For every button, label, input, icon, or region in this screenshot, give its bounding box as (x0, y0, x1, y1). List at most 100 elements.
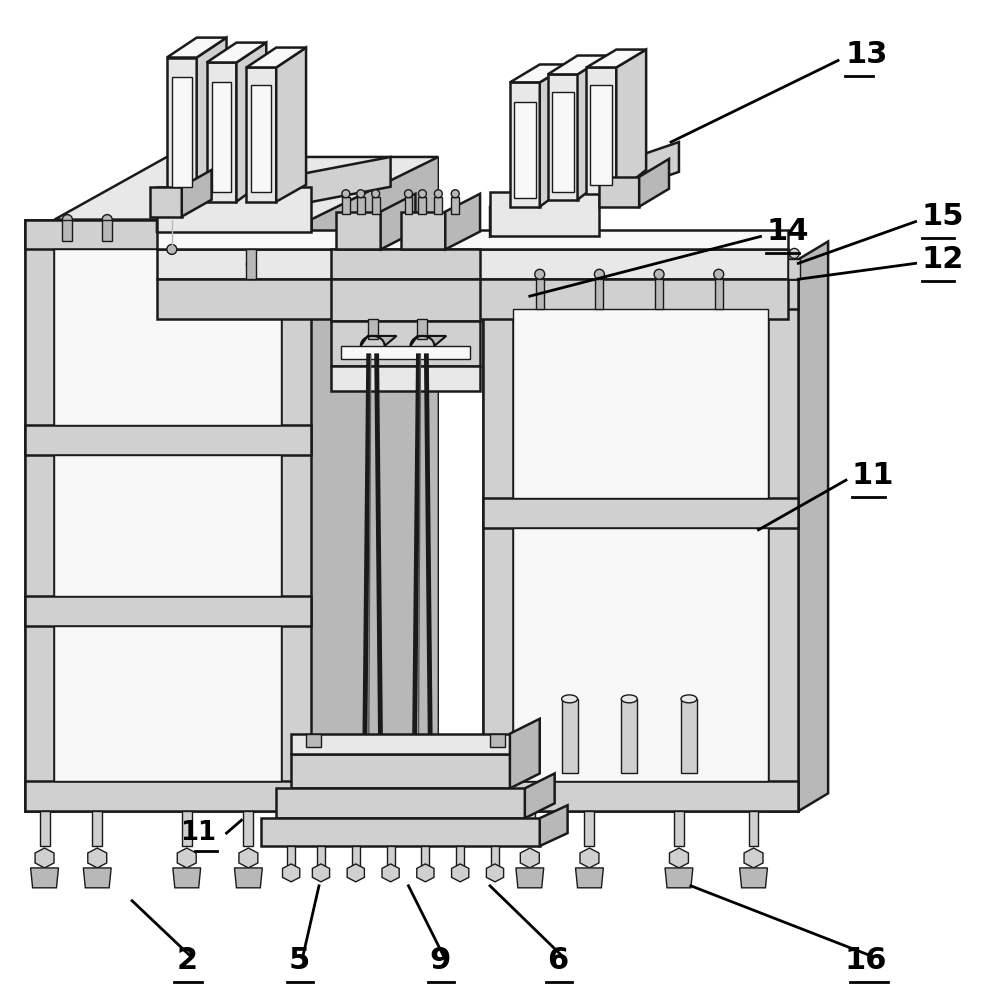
Text: 14: 14 (766, 217, 809, 246)
Polygon shape (510, 82, 539, 207)
Text: 11: 11 (180, 820, 216, 846)
Polygon shape (25, 596, 311, 626)
Polygon shape (239, 848, 257, 868)
Polygon shape (595, 279, 602, 309)
Polygon shape (381, 194, 415, 249)
Polygon shape (577, 56, 606, 200)
Text: 5: 5 (288, 946, 310, 975)
Polygon shape (83, 868, 111, 888)
Polygon shape (31, 868, 58, 888)
Text: 9: 9 (429, 946, 451, 975)
Polygon shape (539, 805, 567, 846)
Polygon shape (547, 56, 606, 74)
Polygon shape (306, 734, 320, 747)
Polygon shape (590, 85, 611, 185)
Polygon shape (282, 864, 300, 882)
Polygon shape (535, 279, 543, 309)
Polygon shape (714, 279, 722, 309)
Polygon shape (516, 868, 543, 888)
Polygon shape (452, 864, 468, 882)
Circle shape (713, 269, 723, 279)
Polygon shape (486, 864, 503, 882)
Polygon shape (246, 48, 306, 67)
Polygon shape (514, 102, 535, 198)
Polygon shape (196, 38, 226, 202)
Polygon shape (490, 846, 499, 866)
Polygon shape (788, 259, 800, 279)
Circle shape (167, 244, 176, 254)
Circle shape (103, 215, 112, 225)
Ellipse shape (680, 695, 696, 703)
Polygon shape (416, 864, 434, 882)
Polygon shape (418, 197, 426, 214)
Polygon shape (235, 868, 262, 888)
Polygon shape (62, 220, 72, 241)
Circle shape (451, 190, 458, 198)
Polygon shape (798, 241, 827, 811)
Polygon shape (92, 811, 103, 846)
Circle shape (654, 269, 664, 279)
Polygon shape (456, 846, 463, 866)
Circle shape (62, 215, 72, 225)
Polygon shape (157, 187, 311, 232)
Text: 13: 13 (844, 40, 886, 69)
Polygon shape (489, 734, 505, 747)
Polygon shape (340, 346, 469, 359)
Polygon shape (434, 197, 442, 214)
Polygon shape (54, 157, 438, 220)
Polygon shape (451, 197, 458, 214)
Polygon shape (281, 220, 311, 811)
Circle shape (246, 259, 256, 269)
Polygon shape (276, 788, 525, 818)
Circle shape (434, 190, 442, 198)
Circle shape (404, 190, 412, 198)
Polygon shape (173, 868, 200, 888)
Circle shape (789, 248, 799, 258)
Polygon shape (620, 699, 637, 773)
Polygon shape (25, 425, 311, 455)
Polygon shape (599, 177, 639, 207)
Polygon shape (311, 157, 438, 781)
Polygon shape (35, 848, 54, 868)
Polygon shape (39, 811, 49, 846)
Polygon shape (103, 220, 112, 241)
Polygon shape (157, 230, 788, 249)
Polygon shape (167, 38, 226, 58)
Polygon shape (510, 719, 539, 788)
Polygon shape (372, 197, 380, 214)
Polygon shape (586, 67, 615, 194)
Polygon shape (330, 249, 479, 279)
Circle shape (341, 190, 349, 198)
Polygon shape (181, 170, 211, 217)
Polygon shape (655, 279, 663, 309)
Polygon shape (513, 528, 768, 781)
Polygon shape (206, 43, 266, 62)
Polygon shape (489, 192, 599, 236)
Polygon shape (356, 197, 365, 214)
Polygon shape (157, 279, 788, 319)
Polygon shape (25, 220, 311, 811)
Polygon shape (25, 220, 311, 249)
Circle shape (356, 190, 365, 198)
Polygon shape (482, 781, 798, 811)
Text: 11: 11 (851, 461, 893, 490)
Polygon shape (739, 868, 767, 888)
Polygon shape (330, 321, 479, 366)
Polygon shape (584, 811, 594, 846)
Polygon shape (580, 848, 599, 868)
Polygon shape (54, 626, 281, 781)
Polygon shape (206, 62, 237, 202)
Polygon shape (368, 319, 378, 339)
Polygon shape (251, 85, 271, 192)
Polygon shape (157, 249, 788, 279)
Polygon shape (167, 58, 196, 202)
Polygon shape (551, 92, 573, 192)
Polygon shape (291, 734, 510, 754)
Polygon shape (561, 699, 577, 773)
Polygon shape (330, 366, 479, 391)
Text: 16: 16 (844, 946, 886, 975)
Polygon shape (482, 498, 798, 528)
Polygon shape (347, 864, 364, 882)
Polygon shape (513, 309, 768, 498)
Polygon shape (172, 77, 191, 187)
